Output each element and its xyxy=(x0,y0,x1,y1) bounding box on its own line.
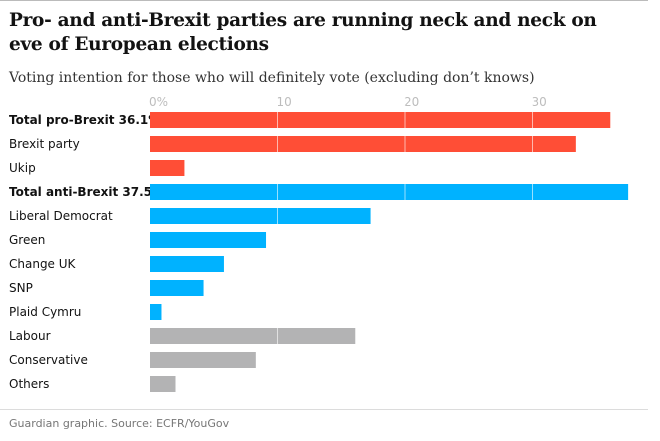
bar xyxy=(150,280,204,296)
bar-label: Conservative xyxy=(9,353,88,367)
footer-rule xyxy=(0,409,648,410)
bar-label: Change UK xyxy=(9,257,77,271)
top-rule xyxy=(0,0,648,1)
bar-label: Others xyxy=(9,377,49,391)
tick-label: 30 xyxy=(532,95,547,109)
bar xyxy=(150,112,611,128)
bar-label: Total pro-Brexit 36.1% xyxy=(9,113,160,127)
bar-label: Plaid Cymru xyxy=(9,305,81,319)
bar xyxy=(150,208,371,224)
bar-label: Total anti-Brexit 37.5% xyxy=(9,185,164,199)
bar-label: Green xyxy=(9,233,45,247)
bar xyxy=(150,304,162,320)
tick-label: 20 xyxy=(404,95,419,109)
bar-label: Liberal Democrat xyxy=(9,209,113,223)
bar xyxy=(150,328,356,344)
bar xyxy=(150,136,576,152)
tick-label: 10 xyxy=(277,95,292,109)
bar xyxy=(150,160,185,176)
tick-label: 0% xyxy=(149,95,168,109)
bar-label: Ukip xyxy=(9,161,36,175)
bar-label: Brexit party xyxy=(9,137,80,151)
bar xyxy=(150,184,629,200)
bar xyxy=(150,256,224,272)
bar-label: SNP xyxy=(9,281,33,295)
chart-subtitle: Voting intention for those who will defi… xyxy=(9,70,535,86)
bar xyxy=(150,352,256,368)
bar xyxy=(150,232,267,248)
bar xyxy=(150,376,176,392)
source-note: Guardian graphic. Source: ECFR/YouGov xyxy=(9,417,230,430)
chart-title: Pro- and anti-Brexit parties are running… xyxy=(9,10,597,55)
bar-label: Labour xyxy=(9,329,51,343)
